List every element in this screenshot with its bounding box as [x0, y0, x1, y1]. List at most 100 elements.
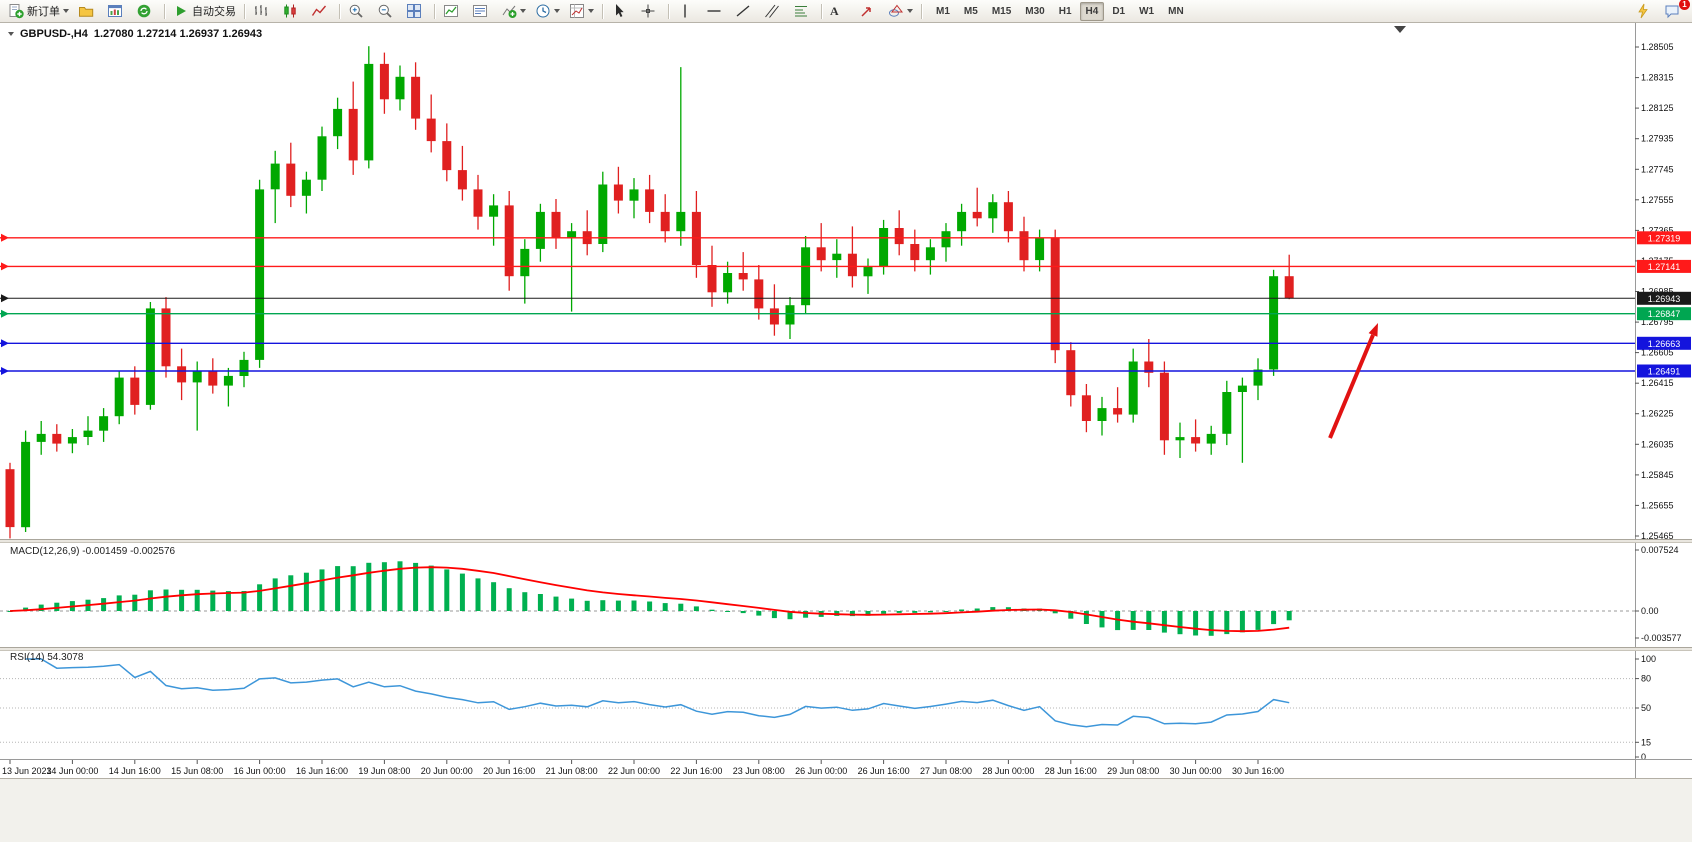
crosshair-icon [641, 4, 655, 18]
svg-text:15 Jun 08:00: 15 Jun 08:00 [171, 766, 223, 776]
channel-icon [765, 4, 779, 18]
add-indicator-button[interactable] [497, 0, 530, 22]
svg-text:1.25655: 1.25655 [1641, 500, 1674, 510]
svg-text:26 Jun 00:00: 26 Jun 00:00 [795, 766, 847, 776]
profiles-button[interactable] [74, 0, 102, 22]
candlestick-chart-button[interactable] [278, 0, 306, 22]
svg-text:1.28125: 1.28125 [1641, 103, 1674, 113]
shapes-button[interactable] [884, 0, 917, 22]
crosshair-button[interactable] [636, 0, 664, 22]
timeframe-toolbar: M1 M5 M15 M30 H1 H4 D1 W1 MN [930, 1, 1190, 21]
timeframe-m15[interactable]: M15 [991, 5, 1012, 17]
arrow-tool-icon [861, 7, 871, 17]
timeframe-m5[interactable]: M5 [963, 5, 978, 17]
svg-text:27 Jun 08:00: 27 Jun 08:00 [920, 766, 972, 776]
one-click-trading-toggle[interactable] [8, 32, 14, 36]
price-scale[interactable]: 1.28505 1.28315 1.28125 1.27935 1.27745 1.275… [1635, 23, 1691, 779]
chat-notification-badge: 1 [1679, 0, 1690, 10]
svg-text:1.26663: 1.26663 [1648, 339, 1681, 349]
toolbar-separator [339, 3, 340, 19]
zoom-in-button[interactable] [344, 0, 372, 22]
svg-text:0.00: 0.00 [1641, 606, 1659, 616]
shapes-icon [889, 4, 904, 17]
vertical-line-tool-button[interactable] [673, 0, 701, 22]
svg-text:1.28505: 1.28505 [1641, 42, 1674, 52]
svg-text:1.25465: 1.25465 [1641, 531, 1674, 541]
zoom-out-button[interactable] [373, 0, 401, 22]
indicators-window-icon [444, 5, 458, 17]
svg-text:1.26491: 1.26491 [1648, 367, 1681, 377]
quick-action-button[interactable] [1631, 0, 1659, 22]
timeframe-h4[interactable]: H4 [1079, 1, 1105, 21]
new-order-icon [9, 4, 24, 19]
timeframe-w1[interactable]: W1 [1139, 5, 1155, 17]
zoom-out-icon [378, 4, 392, 18]
svg-text:1.26847: 1.26847 [1648, 309, 1681, 319]
timeframe-mn[interactable]: MN [1168, 5, 1184, 17]
svg-text:28 Jun 00:00: 28 Jun 00:00 [982, 766, 1034, 776]
macd-panel: 0.007524 0.00 -0.003577 [0, 545, 1682, 643]
candlestick-chart-icon [284, 4, 296, 18]
annotation-arrow[interactable] [1328, 323, 1378, 439]
svg-text:26 Jun 16:00: 26 Jun 16:00 [858, 766, 910, 776]
horizontal-line-icon [707, 10, 721, 12]
autotrading-button[interactable]: 自动交易 [169, 0, 240, 22]
rsi-panel: 100 80 50 15 0 [0, 654, 1656, 762]
template-icon [570, 4, 584, 18]
bar-chart-button[interactable] [249, 0, 277, 22]
svg-text:1.27935: 1.27935 [1641, 134, 1674, 144]
market-watch-button[interactable] [103, 0, 131, 22]
toolbar-separator [434, 3, 435, 19]
zoom-in-icon [349, 4, 363, 18]
periods-button[interactable] [531, 0, 564, 22]
svg-text:1.28315: 1.28315 [1641, 73, 1674, 83]
text-tool-icon: A [830, 3, 839, 18]
svg-text:22 Jun 16:00: 22 Jun 16:00 [670, 766, 722, 776]
svg-text:80: 80 [1641, 674, 1651, 684]
objects-list-icon [473, 5, 487, 17]
timeframe-m1[interactable]: M1 [936, 5, 950, 17]
indicators-window-button[interactable] [439, 0, 467, 22]
svg-text:1.26415: 1.26415 [1641, 378, 1674, 388]
channel-tool-button[interactable] [760, 0, 788, 22]
new-order-button[interactable]: 新订单 [4, 0, 73, 22]
trendline-icon [736, 5, 750, 17]
text-tool-button[interactable]: A [826, 0, 854, 22]
toolbar-separator [244, 3, 245, 19]
objects-list-button[interactable] [468, 0, 496, 22]
svg-text:1.26225: 1.26225 [1641, 409, 1674, 419]
chart-canvas[interactable]: 1.28505 1.28315 1.28125 1.27935 1.27745 1.275… [0, 23, 1692, 779]
line-chart-button[interactable] [307, 0, 335, 22]
svg-text:30 Jun 16:00: 30 Jun 16:00 [1232, 766, 1284, 776]
timeframe-d1[interactable]: D1 [1112, 5, 1126, 17]
trendline-tool-button[interactable] [731, 0, 759, 22]
candles-layer [5, 46, 1294, 539]
vertical-line-icon [684, 4, 686, 18]
horizontal-line-tool-button[interactable] [702, 0, 730, 22]
timeframe-h1[interactable]: H1 [1058, 5, 1072, 17]
svg-text:1.26605: 1.26605 [1641, 348, 1674, 358]
lightning-bolt-icon [1638, 3, 1648, 19]
templates-button[interactable] [565, 0, 598, 22]
refresh-button[interactable] [132, 0, 160, 22]
toolbar-separator [821, 3, 822, 19]
svg-text:1.27141: 1.27141 [1648, 262, 1681, 272]
arrow-tool-button[interactable] [855, 0, 883, 22]
toolbar-separator [668, 3, 669, 19]
chat-button[interactable]: 1 [1660, 0, 1690, 22]
svg-text:50: 50 [1641, 703, 1651, 713]
chart-shift-marker[interactable] [1394, 26, 1406, 33]
svg-text:14 Jun 00:00: 14 Jun 00:00 [46, 766, 98, 776]
svg-text:1.26795: 1.26795 [1641, 317, 1674, 327]
timeframe-m30[interactable]: M30 [1025, 5, 1045, 17]
tile-windows-button[interactable] [402, 0, 430, 22]
svg-text:1.27745: 1.27745 [1641, 164, 1674, 174]
bar-chart-icon [255, 5, 267, 16]
fibonacci-tool-button[interactable] [789, 0, 817, 22]
toolbar-separator [602, 3, 603, 19]
svg-text:100: 100 [1641, 654, 1656, 664]
chat-bubble-icon [1665, 5, 1679, 19]
line-chart-icon [311, 5, 327, 16]
cursor-button[interactable] [607, 0, 635, 22]
